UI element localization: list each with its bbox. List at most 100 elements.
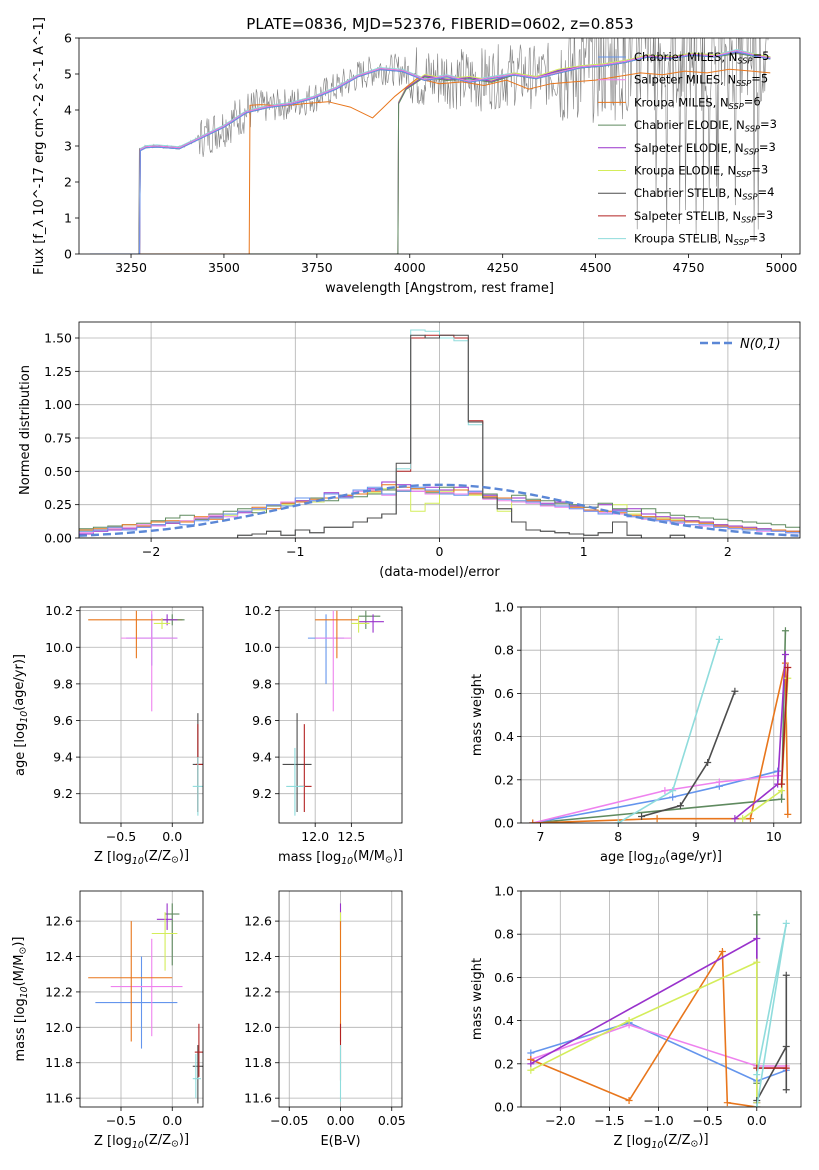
mass-vs-ebv-xtick-label: 0.00	[327, 1113, 355, 1128]
weight-vs-age-ytick-label: 0.6	[494, 686, 514, 701]
age-vs-mass-point	[299, 724, 312, 813]
residuals-ytick-label: 0.50	[44, 464, 72, 479]
mass-vs-Z-point	[95, 956, 178, 1049]
residuals-panel: −2 −1 0 1 2 0.00 0.25 0.50 0.75 1.00 1.25 1.50 (data…	[18, 321, 801, 580]
residual-histogram-step	[79, 486, 800, 538]
weight-vs-age-ytick-label: 0.4	[494, 729, 514, 744]
spectrum-axes: 3250 3500 3750 4000 4250 4500 4750 5000 0 1 2 3 4 5 6 w…	[32, 17, 801, 296]
residuals-ytick-label: 0.75	[44, 431, 72, 446]
weight-vs-Z-ytick-label: 0.0	[494, 1100, 514, 1115]
weight-vs-Z-marker	[527, 1060, 535, 1068]
mass-vs-Z-point	[192, 1053, 201, 1099]
mass-vs-Z-ylabel: mass [log10​(M/M⊙​)]	[11, 937, 30, 1062]
weight-vs-Z-marker	[753, 935, 761, 943]
age-vs-Z-point	[153, 617, 171, 629]
legend-label: Chabrier STELIB, NSSP​=4	[634, 185, 774, 201]
weight-vs-Z-ylabel: mass weight	[470, 958, 485, 1040]
mass-vs-Z-panel: −0.5 0.0 11.6 11.8 12.0 12.2 12.4 12.6 Z [log10​…	[11, 890, 204, 1151]
spectrum-frame	[78, 37, 801, 255]
weight-vs-Z-series-line	[530, 961, 758, 1103]
spectrum-xtick-label: 3750	[301, 260, 333, 275]
age-vs-mass-xtick-label: 12.0	[301, 829, 329, 844]
weight-vs-Z-ytick-label: 0.6	[494, 970, 514, 985]
mass-vs-Z-point	[194, 1023, 203, 1077]
weight-vs-age-marker	[715, 778, 723, 786]
age-vs-Z-axes: −0.5 0.0 9.2 9.4 9.6 9.8 10.0 10.2 Z [log10​(Z/Z…	[12, 603, 204, 867]
mass-vs-ebv-ytick-label: 12.4	[244, 949, 272, 964]
weight-vs-age-marker	[614, 819, 622, 823]
weight-vs-age-ytick-label: 0.8	[494, 643, 514, 658]
weight-vs-Z-marker	[782, 1064, 790, 1072]
gaussian-curve	[79, 483, 800, 537]
age-vs-mass-ytick-label: 10.0	[244, 640, 272, 655]
mass-vs-ebv-ytick-label: 12.0	[244, 1020, 272, 1035]
weight-vs-age-marker	[653, 815, 661, 823]
age-vs-Z-plot	[88, 610, 203, 816]
weight-vs-Z-xtick-label: −2.0	[545, 1113, 575, 1128]
age-vs-mass-point	[307, 614, 345, 684]
weight-vs-age-xlabel: age [log10​(age/yr)]	[600, 849, 722, 867]
residuals-xtick-label: −1	[286, 544, 304, 559]
residuals-xtick-label: 2	[724, 544, 732, 559]
age-vs-mass-point	[358, 610, 381, 629]
weight-vs-Z-panel: −2.0 −1.5 −1.0 −0.5 0.0 0.0 0.2 0.4 0.6 0.8 1.0 Z […	[470, 884, 802, 1151]
age-vs-Z-point	[88, 610, 183, 659]
spectrum-xtick-label: 4750	[673, 260, 705, 275]
spectrum-ylabel: Flux [f_λ 10^-17 erg cm^-2 s^-1 A^-1]	[32, 17, 47, 275]
residuals-axes: −2 −1 0 1 2 0.00 0.25 0.50 0.75 1.00 1.25 1.50 (data…	[18, 321, 801, 580]
spectrum-xtick-label: 3500	[208, 260, 240, 275]
residuals-frame	[78, 321, 801, 539]
residuals-ytick-label: 1.25	[44, 364, 72, 379]
weight-vs-Z-marker	[753, 1071, 761, 1079]
weight-vs-age-series-line	[617, 639, 721, 823]
weight-vs-Z-marker	[753, 1064, 761, 1072]
age-vs-Z-point	[192, 757, 203, 816]
weight-vs-Z-frame	[520, 890, 802, 1108]
weight-vs-Z-marker	[782, 1043, 790, 1051]
weight-vs-Z-marker	[782, 1086, 790, 1094]
mass-vs-Z-point	[88, 921, 173, 1042]
residuals-plot	[79, 329, 800, 538]
residuals-ylabel: Normed distribution	[18, 365, 33, 495]
mass-vs-ebv-ytick-label: 11.8	[244, 1055, 272, 1070]
weight-vs-age-marker	[781, 627, 789, 635]
residuals-grid	[79, 322, 800, 539]
residuals-ytick-label: 0.25	[44, 497, 72, 512]
mass-vs-Z-plot	[88, 903, 203, 1104]
weight-vs-Z-series-line	[530, 1021, 787, 1082]
residuals-xtick-label: 1	[580, 544, 588, 559]
weight-vs-Z-ytick-label: 0.8	[494, 927, 514, 942]
age-vs-mass-ytick-label: 9.4	[252, 750, 272, 765]
age-vs-mass-panel: 12.0 12.5 9.2 9.4 9.6 9.8 10.0 10.2 mass [log10​…	[244, 603, 403, 867]
spectrum-panel: 3250 3500 3750 4000 4250 4500 4750 5000 0 1 2 3 4 5 6 w…	[32, 17, 801, 296]
mass-vs-Z-ytick-label: 11.8	[45, 1055, 73, 1070]
spectrum-ytick-label: 2	[64, 175, 72, 190]
spectrum-xtick-label: 5000	[766, 260, 798, 275]
age-vs-mass-point	[358, 614, 384, 633]
spectrum-xtick-label: 3250	[115, 260, 147, 275]
age-vs-Z-xlabel: Z [log10​(Z/Z⊙​)]	[94, 848, 189, 867]
mass-vs-Z-ytick-label: 12.0	[45, 1020, 73, 1035]
legend-label: Salpeter STELIB, NSSP​=3	[634, 208, 773, 224]
weight-vs-Z-marker	[753, 911, 761, 919]
weight-vs-Z-series-line	[756, 975, 788, 1101]
weight-vs-age-marker	[781, 651, 789, 659]
weight-vs-age-series-line	[641, 690, 736, 818]
mass-vs-Z-xtick-label: 0.0	[162, 1113, 182, 1128]
mass-vs-Z-xlabel: Z [log10​(Z/Z⊙​)]	[94, 1132, 189, 1151]
weight-vs-Z-xlabel: Z [log10​(Z/Z⊙​)]	[613, 1132, 708, 1151]
mass-vs-ebv-ytick-label: 12.6	[244, 914, 272, 929]
mass-vs-Z-frame	[79, 890, 204, 1108]
panels: 3250 3500 3750 4000 4250 4500 4750 5000 0 1 2 3 4 5 6 w…	[11, 17, 802, 1151]
mass-vs-ebv-xtick-label: −0.05	[270, 1113, 308, 1128]
mass-vs-ebv-xlabel: E(B-V)	[320, 1134, 360, 1149]
age-vs-Z-frame	[79, 606, 204, 824]
legend-label: Kroupa STELIB, NSSP​=3	[634, 231, 766, 247]
weight-vs-Z-plot	[527, 911, 790, 1107]
weight-vs-age-xtick-label: 8	[614, 829, 622, 844]
age-vs-Z-ytick-label: 9.4	[53, 750, 73, 765]
weight-vs-age-frame	[520, 606, 802, 824]
weight-vs-age-marker	[778, 780, 786, 788]
spectrum-ytick-label: 3	[64, 139, 72, 154]
residuals-xtick-label: 0	[436, 544, 444, 559]
